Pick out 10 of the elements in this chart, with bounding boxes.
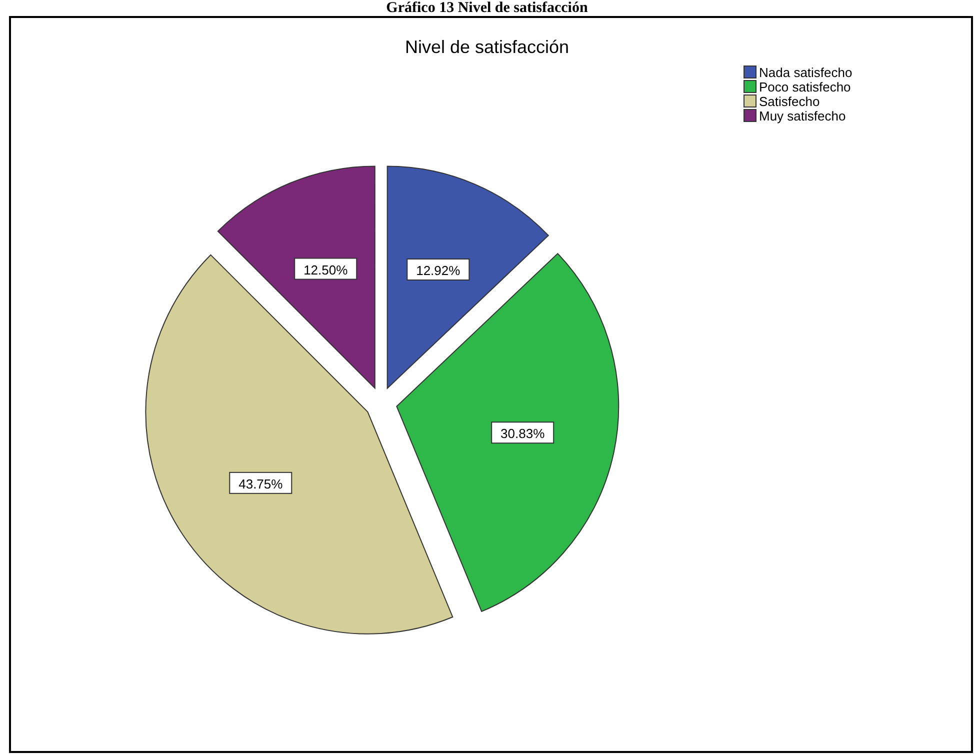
- legend-label: Poco satisfecho: [759, 80, 851, 94]
- data-label: 12.50%: [304, 262, 348, 278]
- data-label: 12.92%: [416, 263, 461, 278]
- data-label: 30.83%: [500, 426, 546, 442]
- legend-label: Satisfecho: [759, 94, 820, 109]
- chart-title: Nivel de satisfacción: [404, 37, 570, 57]
- data-label: 43.75%: [238, 476, 284, 492]
- legend-label: Nada satisfecho: [759, 65, 852, 80]
- text: Gráfico 13 Nivel de satisfacción: [386, 0, 588, 16]
- legend-label: Muy satisfecho: [759, 108, 846, 124]
